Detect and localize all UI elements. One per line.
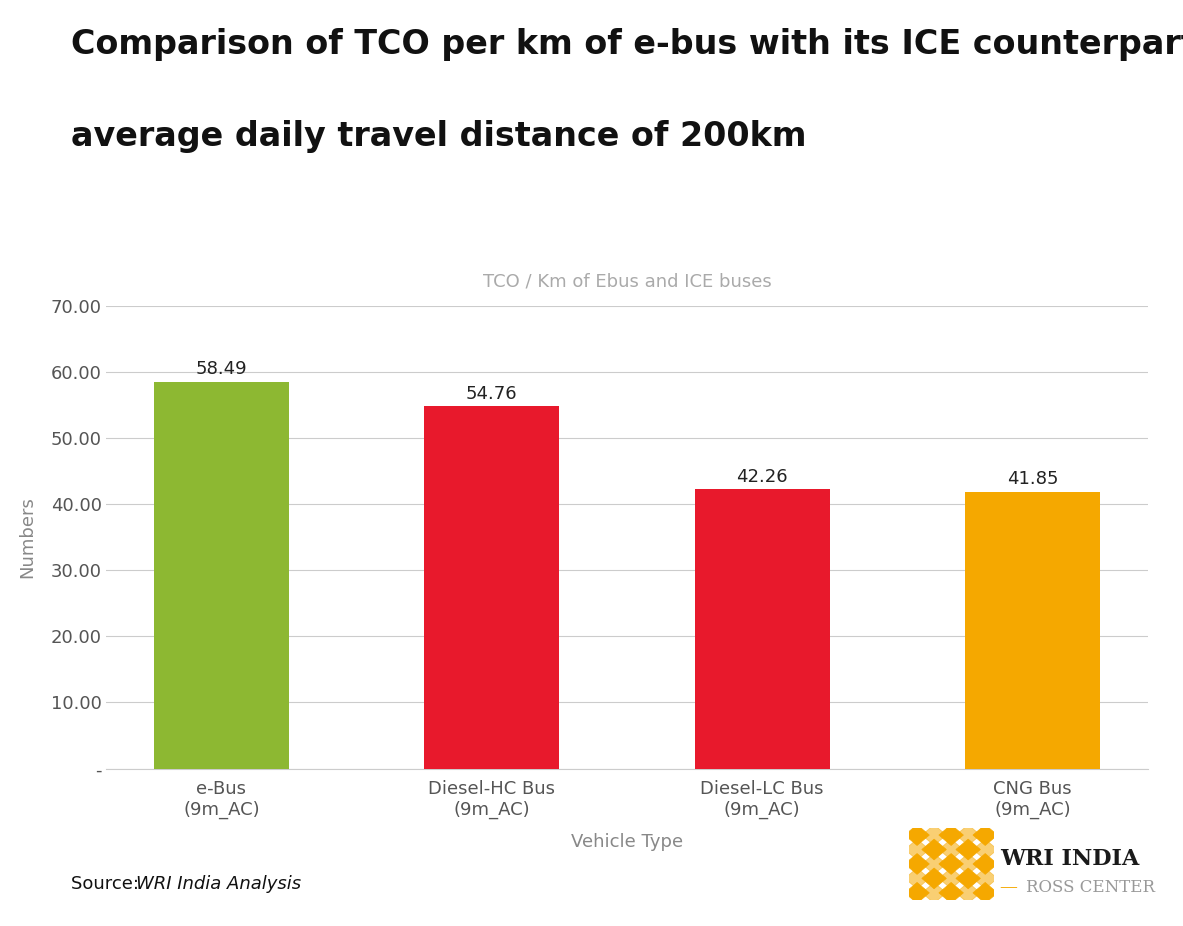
Polygon shape xyxy=(972,882,997,903)
Polygon shape xyxy=(905,854,930,874)
Bar xyxy=(425,407,560,769)
Polygon shape xyxy=(939,868,963,889)
Bar xyxy=(694,489,829,769)
Polygon shape xyxy=(905,839,930,860)
Polygon shape xyxy=(905,868,930,889)
Polygon shape xyxy=(956,868,981,889)
Polygon shape xyxy=(922,839,946,860)
X-axis label: Vehicle Type: Vehicle Type xyxy=(571,832,683,851)
Polygon shape xyxy=(972,839,997,860)
Polygon shape xyxy=(972,825,997,845)
Polygon shape xyxy=(956,825,981,845)
Text: WRI India Analysis: WRI India Analysis xyxy=(136,875,302,894)
Polygon shape xyxy=(939,882,963,903)
Polygon shape xyxy=(956,839,981,860)
Title: TCO / Km of Ebus and ICE buses: TCO / Km of Ebus and ICE buses xyxy=(483,272,771,290)
Polygon shape xyxy=(922,854,946,874)
Text: 42.26: 42.26 xyxy=(736,468,788,486)
Polygon shape xyxy=(956,882,981,903)
Text: 58.49: 58.49 xyxy=(195,360,247,379)
Text: Comparison of TCO per km of e-bus with its ICE counterparts at an: Comparison of TCO per km of e-bus with i… xyxy=(71,28,1183,61)
Text: Source:: Source: xyxy=(71,875,144,894)
Polygon shape xyxy=(939,854,963,874)
Polygon shape xyxy=(905,882,930,903)
Polygon shape xyxy=(939,839,963,860)
Bar xyxy=(154,382,289,769)
Text: ROSS CENTER: ROSS CENTER xyxy=(1026,879,1155,895)
Bar xyxy=(965,492,1100,769)
Polygon shape xyxy=(972,854,997,874)
Polygon shape xyxy=(905,825,930,845)
Y-axis label: Numbers: Numbers xyxy=(19,496,37,578)
Polygon shape xyxy=(956,854,981,874)
Polygon shape xyxy=(922,868,946,889)
Text: 54.76: 54.76 xyxy=(466,385,518,403)
Text: WRI INDIA: WRI INDIA xyxy=(1000,848,1139,870)
Text: —: — xyxy=(1000,878,1017,896)
Text: average daily travel distance of 200km: average daily travel distance of 200km xyxy=(71,120,807,154)
Text: 41.85: 41.85 xyxy=(1007,470,1059,488)
Polygon shape xyxy=(922,825,946,845)
Polygon shape xyxy=(939,825,963,845)
Polygon shape xyxy=(922,882,946,903)
Polygon shape xyxy=(972,868,997,889)
